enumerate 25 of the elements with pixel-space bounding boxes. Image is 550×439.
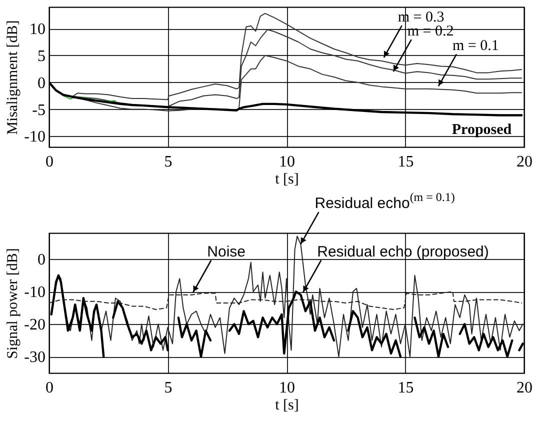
x-axis-title: t [s] bbox=[275, 398, 299, 414]
y-tick-label: 0 bbox=[38, 74, 46, 92]
x-tick-label: 5 bbox=[164, 380, 172, 396]
x-tick-label: 15 bbox=[398, 380, 414, 396]
y-tick-label: 5 bbox=[38, 48, 46, 65]
annotation: Residual echo$^{(m = 0.1)}$ bbox=[314, 190, 455, 212]
y-tick-label: -5 bbox=[32, 102, 46, 119]
x-axis-title: t [s] bbox=[275, 172, 299, 188]
annotation: Noise bbox=[207, 243, 246, 260]
x-tick-label: 20 bbox=[516, 380, 532, 396]
y-tick-label: -20 bbox=[24, 316, 46, 334]
x-tick-label: 15 bbox=[398, 154, 414, 170]
y-axis-title: Misalignment [dB] bbox=[5, 20, 22, 135]
y-tick-label: 0 bbox=[38, 252, 46, 269]
y-tick-label: 10 bbox=[30, 21, 46, 38]
x-tick-label: 20 bbox=[516, 154, 532, 170]
series-label: Proposed bbox=[452, 122, 512, 138]
y-axis-title: Signal power [dB] bbox=[5, 248, 22, 359]
x-tick-label: 10 bbox=[279, 380, 295, 396]
y-tick-label: -10 bbox=[24, 284, 46, 302]
x-tick-label: 5 bbox=[164, 154, 172, 170]
y-tick-label: -10 bbox=[24, 128, 46, 146]
y-tick-label: -30 bbox=[24, 349, 46, 366]
x-tick-label: 10 bbox=[279, 154, 295, 170]
annotation: m = 0.1 bbox=[452, 38, 499, 54]
